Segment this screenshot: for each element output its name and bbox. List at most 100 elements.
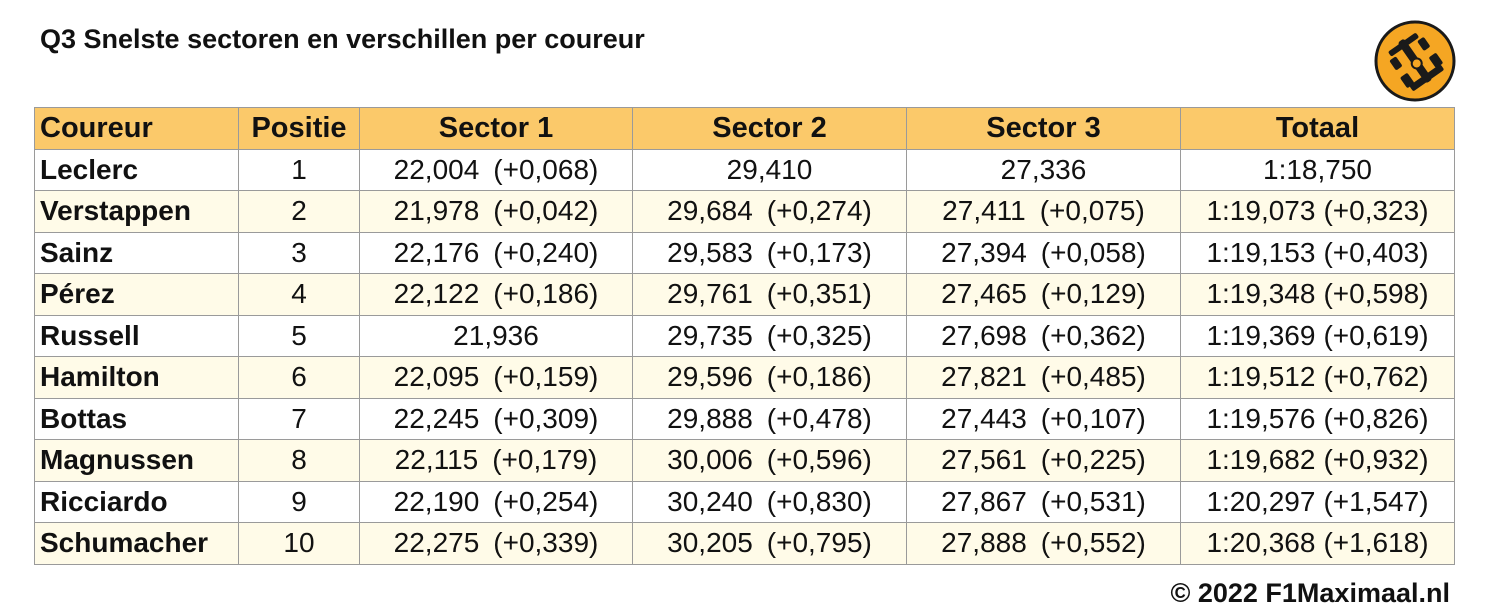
sector-2-cell-time: 29,888 [667,402,753,434]
sector-3-cell-diff: (+0,058) [1040,236,1146,268]
total-cell-diff: (+0,619) [1323,319,1429,351]
sector-1-cell-time: 22,004 [393,153,480,185]
sector-3-cell-time: 27,867 [941,485,1027,517]
table-row: Hamilton 6 22,095 (+0,159) 29,596 (+0,186) 27,… [34,356,1455,399]
sector-2-cell-diff: (+0,274) [766,195,872,227]
sector-3-cell: 27,821 (+0,485) [906,356,1181,399]
table-row: Sainz 3 22,176 (+0,240) 29,583 (+0,173) 27,394… [34,231,1455,274]
sector-2-cell-time: 29,684 [667,195,753,227]
sector-2-cell: 29,583 (+0,173) [632,231,907,274]
sector-3-cell: 27,336 [906,148,1181,191]
table-header-row: Coureur Positie Sector 1 Sector 2 Sector… [34,107,1455,150]
driver-name-cell: Verstappen [34,190,239,233]
sector-1-cell: 22,004 (+0,068) [359,148,633,191]
sector-1-cell: 22,115 (+0,179) [359,439,633,482]
sector-2-cell: 29,735 (+0,325) [632,314,907,357]
sector-3-cell-time: 27,821 [941,361,1027,393]
sector-1-cell: 22,190 (+0,254) [359,480,633,523]
total-cell-time: 1:19,512 [1206,361,1316,393]
position-cell: 3 [238,231,360,274]
position-cell: 9 [238,480,360,523]
total-cell: 1:19,073 (+0,323) [1180,190,1455,233]
total-cell-diff: (+0,826) [1323,402,1429,434]
driver-name-cell: Bottas [34,397,239,440]
table-row: Leclerc 1 22,004 (+0,068) 29,410 27,336 1:18,7… [34,148,1455,191]
sector-3-cell-time: 27,411 [942,195,1026,227]
sector-1-cell-diff: (+0,186) [493,278,599,310]
total-cell-time: 1:19,153 [1206,236,1316,268]
total-cell-diff: (+0,598) [1323,278,1429,310]
total-cell: 1:19,348 (+0,598) [1180,273,1455,316]
sector-1-cell: 21,978 (+0,042) [359,190,633,233]
sector-2-cell-time: 29,583 [667,236,753,268]
sector-1-cell: 22,122 (+0,186) [359,273,633,316]
column-header-position: Positie [238,107,360,150]
column-header-driver: Coureur [34,107,239,150]
sector-2-cell-time: 29,735 [667,319,753,351]
column-header-total: Totaal [1180,107,1455,150]
driver-name-cell: Pérez [34,273,239,316]
sector-1-cell-time: 22,190 [393,485,480,517]
total-cell: 1:19,682 (+0,932) [1180,439,1455,482]
sector-3-cell: 27,698 (+0,362) [906,314,1181,357]
sector-2-cell-time: 29,761 [667,278,753,310]
copyright-footer: © 2022 F1Maximaal.nl [1170,578,1450,608]
sector-3-cell-time: 27,698 [941,319,1027,351]
sector-3-cell-time: 27,561 [941,444,1027,476]
sector-2-cell: 29,596 (+0,186) [632,356,907,399]
sector-1-cell-time: 22,176 [393,236,480,268]
sector-2-cell: 29,888 (+0,478) [632,397,907,440]
total-cell-diff: (+0,932) [1323,444,1429,476]
sector-2-cell-diff: (+0,596) [766,444,872,476]
race-car-icon [1374,20,1456,102]
sector-3-cell-time: 27,336 [1000,153,1087,185]
sector-3-cell: 27,867 (+0,531) [906,480,1181,523]
sector-1-cell-time: 21,936 [453,319,539,351]
sector-times-table: Coureur Positie Sector 1 Sector 2 Sector… [34,107,1455,565]
total-cell: 1:19,512 (+0,762) [1180,356,1455,399]
driver-name-cell: Leclerc [34,148,239,191]
sector-3-cell-diff: (+0,129) [1040,278,1146,310]
sector-2-cell: 30,240 (+0,830) [632,480,907,523]
table-row: Schumacher 10 22,275 (+0,339) 30,205 (+0,795)… [34,522,1455,565]
driver-name-cell: Sainz [34,231,239,274]
sector-3-cell: 27,888 (+0,552) [906,522,1181,565]
driver-name-cell: Magnussen [34,439,239,482]
column-header-sector-3: Sector 3 [906,107,1181,150]
sector-1-cell-time: 21,978 [393,195,480,227]
driver-name-cell: Russell [34,314,239,357]
column-header-sector-2: Sector 2 [632,107,907,150]
sector-1-cell-time: 22,275 [393,527,480,559]
total-cell: 1:20,368 (+1,618) [1180,522,1455,565]
total-cell-diff: (+1,618) [1323,527,1429,559]
sector-2-cell: 29,761 (+0,351) [632,273,907,316]
total-cell-time: 1:19,073 [1206,195,1316,227]
total-cell-time: 1:19,576 [1206,402,1316,434]
position-cell: 4 [238,273,360,316]
position-cell: 1 [238,148,360,191]
sector-2-cell: 29,684 (+0,274) [632,190,907,233]
sector-2-cell-time: 29,410 [726,153,813,185]
position-cell: 8 [238,439,360,482]
sector-2-cell-diff: (+0,186) [766,361,872,393]
sector-3-cell: 27,465 (+0,129) [906,273,1181,316]
column-header-sector-1: Sector 1 [359,107,633,150]
driver-name-cell: Ricciardo [34,480,239,523]
sector-3-cell-diff: (+0,107) [1040,402,1146,434]
sector-1-cell: 22,176 (+0,240) [359,231,633,274]
total-cell: 1:20,297 (+1,547) [1180,480,1455,523]
sector-3-cell-diff: (+0,485) [1040,361,1146,393]
driver-name-cell: Schumacher [34,522,239,565]
total-cell-time: 1:20,297 [1206,485,1316,517]
page-title: Q3 Snelste sectoren en verschillen per c… [40,24,645,54]
sector-1-cell-diff: (+0,068) [493,153,599,185]
total-cell-diff: (+1,547) [1323,485,1429,517]
sector-3-cell: 27,443 (+0,107) [906,397,1181,440]
sector-2-cell-diff: (+0,351) [766,278,872,310]
sector-2-cell-diff: (+0,830) [766,485,872,517]
sector-3-cell-time: 27,888 [941,527,1027,559]
sector-2-cell-time: 29,596 [667,361,753,393]
total-cell-diff: (+0,323) [1323,195,1429,227]
sector-2-cell-time: 30,240 [667,485,753,517]
sector-1-cell-diff: (+0,339) [493,527,599,559]
